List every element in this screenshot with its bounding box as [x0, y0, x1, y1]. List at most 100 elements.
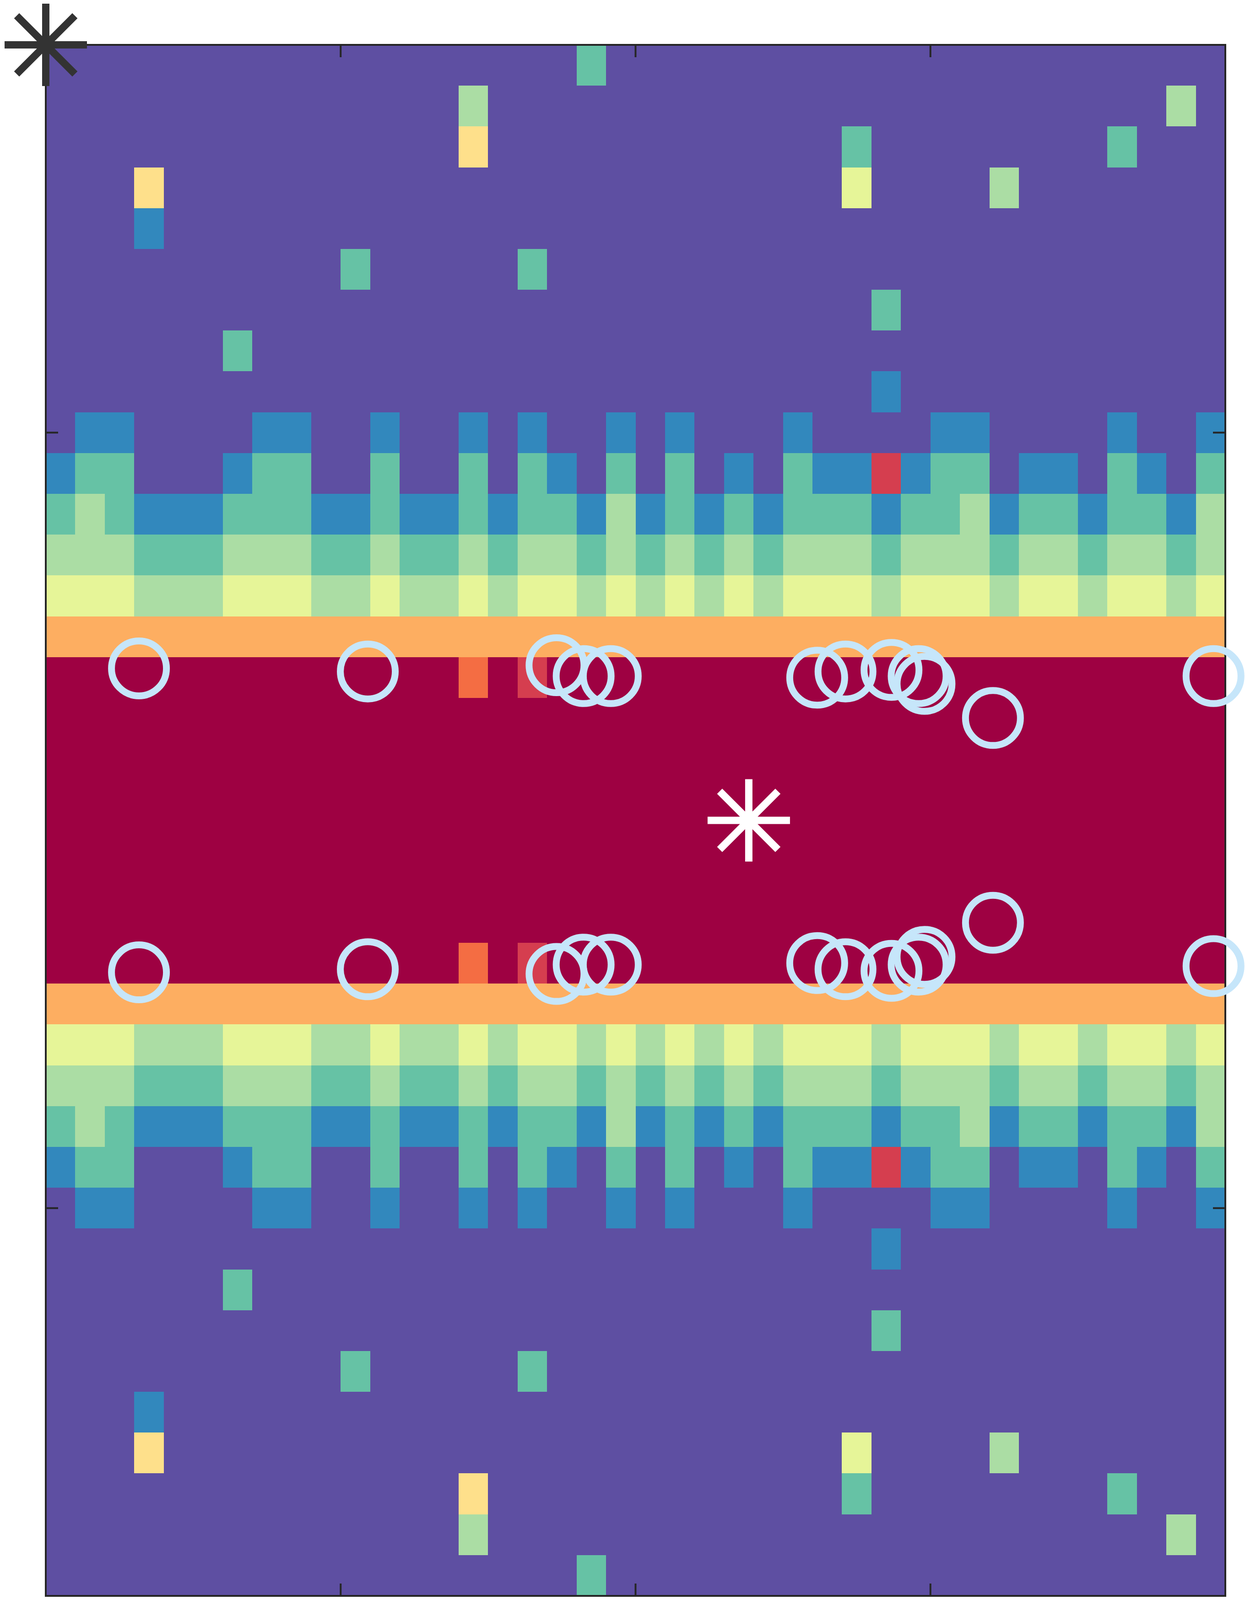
heatmap-cell	[753, 616, 784, 658]
heatmap-cell	[517, 1187, 548, 1229]
heatmap-cell	[753, 412, 784, 454]
heatmap-cell	[546, 779, 577, 821]
heatmap-cell	[311, 820, 342, 862]
heatmap-cell	[1048, 942, 1078, 985]
heatmap-cell	[163, 1147, 194, 1189]
heatmap-cell	[812, 820, 843, 862]
heatmap-cell	[1107, 657, 1137, 699]
heatmap-cell	[871, 1514, 902, 1556]
heatmap-cell	[724, 371, 754, 413]
heatmap-cell	[252, 1187, 282, 1229]
heatmap-cell	[134, 1228, 164, 1270]
heatmap-cell	[959, 412, 990, 454]
heatmap-cell	[281, 942, 312, 985]
heatmap-cell	[694, 1310, 725, 1352]
heatmap-cell	[458, 167, 489, 209]
heatmap-cell	[812, 575, 843, 617]
heatmap-cell	[871, 167, 902, 209]
heatmap-cell	[134, 861, 164, 903]
heatmap-cell	[900, 1391, 931, 1434]
heatmap-cell	[1136, 942, 1167, 985]
heatmap-cell	[1107, 1514, 1137, 1556]
heatmap-cell	[1196, 1391, 1226, 1434]
heatmap-cell	[193, 616, 223, 658]
heatmap-cell	[370, 1228, 401, 1270]
heatmap-cell	[252, 1555, 282, 1597]
heatmap-cell	[1166, 493, 1197, 536]
heatmap-cell	[252, 412, 282, 454]
heatmap-cell	[311, 1147, 342, 1189]
heatmap-cell	[458, 453, 489, 495]
heatmap-cell	[1196, 44, 1226, 87]
heatmap-cell	[606, 1555, 636, 1597]
heatmap-cell	[989, 820, 1020, 862]
heatmap-cell	[724, 534, 754, 576]
heatmap-cell	[635, 738, 666, 780]
heatmap-cell	[724, 1065, 754, 1107]
heatmap-cell	[783, 1310, 813, 1352]
heatmap-cell	[1077, 616, 1108, 658]
heatmap-cell	[635, 1310, 666, 1352]
heatmap-cell	[959, 1432, 990, 1474]
heatmap-cell	[370, 1187, 401, 1229]
heatmap-cell	[429, 330, 460, 372]
heatmap-cell	[959, 1065, 990, 1107]
heatmap-cell	[252, 330, 282, 372]
heatmap-cell	[546, 1351, 577, 1393]
heatmap-cell	[1196, 657, 1226, 699]
heatmap-cell	[576, 779, 607, 821]
heatmap-cell	[340, 167, 371, 209]
heatmap-cell	[1107, 249, 1137, 291]
heatmap-cell	[517, 861, 548, 903]
heatmap-cell	[753, 1310, 784, 1352]
heatmap-cell	[1048, 1228, 1078, 1270]
heatmap-cell	[281, 1269, 312, 1311]
plot-frame	[45, 44, 1226, 1597]
heatmap-cell	[606, 44, 636, 87]
circle-marker	[897, 929, 953, 985]
heatmap-cell	[576, 249, 607, 291]
heatmap-cell	[517, 1514, 548, 1556]
heatmap-cell	[193, 983, 223, 1025]
heatmap-cell	[134, 208, 164, 250]
heatmap-cell	[783, 126, 813, 168]
heatmap-cell	[1077, 1391, 1108, 1434]
heatmap-cell	[487, 289, 518, 331]
heatmap-cell	[812, 126, 843, 168]
heatmap-cell	[311, 1024, 342, 1066]
heatmap-cell	[134, 249, 164, 291]
circle-marker	[965, 895, 1021, 951]
heatmap-cell	[930, 1187, 961, 1229]
heatmap-cell	[222, 1555, 253, 1597]
heatmap-cell	[311, 1391, 342, 1434]
heatmap-cell	[134, 453, 164, 495]
heatmap-cell	[517, 453, 548, 495]
heatmap-cell	[635, 1065, 666, 1107]
heatmap-cell	[134, 1473, 164, 1515]
heatmap-cell	[989, 1514, 1020, 1556]
heatmap-cell	[487, 249, 518, 291]
heatmap-cell	[812, 412, 843, 454]
heatmap-cell	[1136, 534, 1167, 576]
heatmap-cell	[694, 779, 725, 821]
heatmap-cell	[193, 820, 223, 862]
heatmap-cell	[871, 249, 902, 291]
heatmap-cell	[1018, 534, 1049, 576]
asterisk-marker	[4, 3, 87, 87]
heatmap-cell	[1107, 1555, 1137, 1597]
heatmap-cell	[930, 1391, 961, 1434]
heatmap-cell	[635, 1147, 666, 1189]
heatmap-cell	[783, 738, 813, 780]
heatmap-cell	[487, 616, 518, 658]
heatmap-cell	[959, 1106, 990, 1148]
heatmap-cell	[1107, 1187, 1137, 1229]
heatmap-cell	[311, 1228, 342, 1270]
heatmap-cell	[104, 493, 135, 536]
heatmap-cell	[753, 1024, 784, 1066]
heatmap-cell	[812, 1432, 843, 1474]
heatmap-cell	[635, 534, 666, 576]
heatmap-cell	[959, 126, 990, 168]
heatmap-cell	[75, 942, 105, 985]
heatmap-cell	[45, 1147, 76, 1189]
heatmap-cell	[252, 85, 282, 127]
